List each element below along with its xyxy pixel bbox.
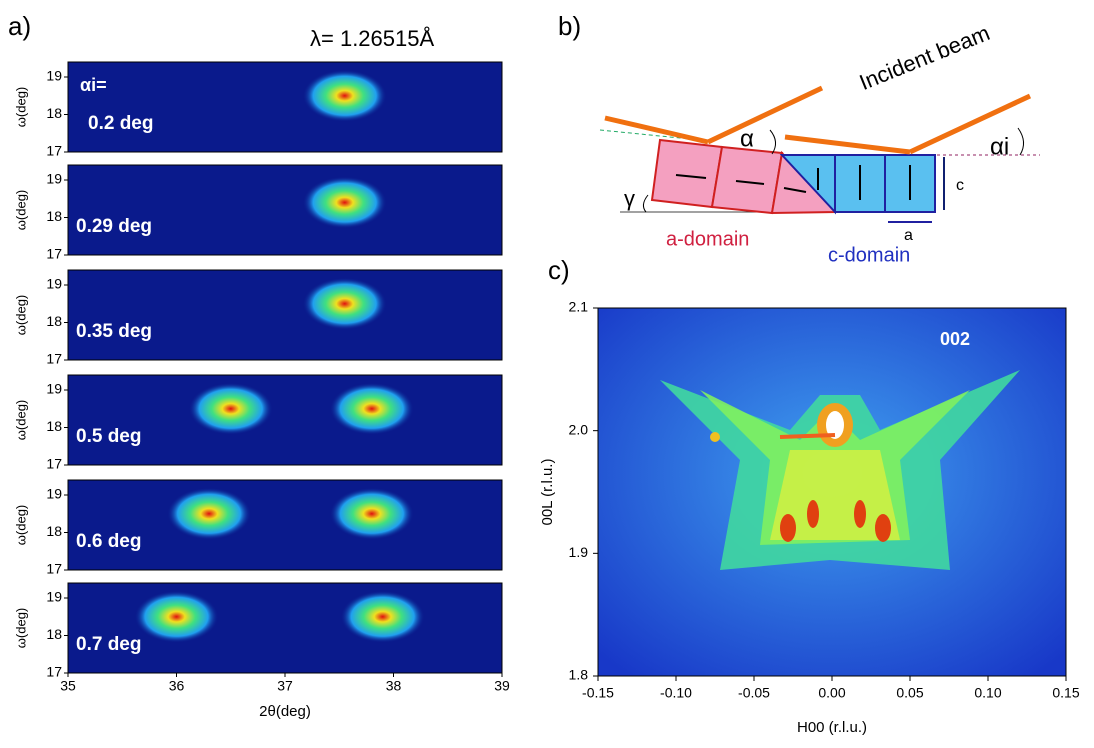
y-tick-label: 17 [46,246,62,262]
x-axis-label: 2θ(deg) [259,703,311,720]
a-domain-label: a-domain [666,228,749,250]
y-tick-label: 17 [46,456,62,472]
map-background [68,62,502,152]
y-tick-label: 18 [46,208,62,224]
beam-label: Incident beam [856,20,994,95]
y-axis-label: ω(deg) [13,505,28,546]
y-tick-label: 18 [46,418,62,434]
x-tick-label: 0.10 [974,685,1001,701]
x-tick-label: -0.15 [582,685,614,701]
scan-label: 0.35 deg [76,321,152,342]
y-tick-label: 1.9 [569,544,589,560]
x-axis-label: H00 (r.l.u.) [797,719,867,736]
x-tick-label: 35 [60,678,76,694]
map-background [68,165,502,255]
y-tick-label: 1.8 [569,667,589,683]
x-tick-label: 0.05 [896,685,923,701]
x-tick-label: 38 [386,678,402,694]
x-tick-label: 37 [277,678,293,694]
x-tick-label: -0.05 [738,685,770,701]
peak [303,177,387,229]
y-axis-label: ω(deg) [13,87,28,128]
map-background [68,480,502,570]
angle-label: αi= [80,75,107,95]
peak [189,383,273,435]
y-tick-label: 17 [46,143,62,159]
y-tick-label: 19 [46,68,62,84]
y-tick-label: 17 [46,351,62,367]
y-axis-label: ω(deg) [13,400,28,441]
map-background [68,375,502,465]
a-label: a [904,227,913,244]
peak [303,70,387,122]
y-tick-label: 2.0 [569,421,589,437]
y-tick-label: 18 [46,313,62,329]
domain-diagram [600,88,1040,222]
scan-label: 0.5 deg [76,426,141,447]
y-axis-label: ω(deg) [13,190,28,231]
y-axis-label: ω(deg) [13,295,28,336]
y-axis-label: 00L (r.l.u.) [539,459,556,526]
peak [135,591,219,643]
scan-label: 0.7 deg [76,634,141,655]
peak [341,591,425,643]
panel-label: b) [558,11,581,41]
wavelength: λ= 1.26515Å [310,26,434,51]
c-domain-label: c-domain [828,244,910,266]
reciprocal-map [598,308,1066,676]
peak [303,278,387,330]
y-tick-label: 18 [46,523,62,539]
y-tick-label: 18 [46,626,62,642]
peak [330,488,414,540]
panel-label: c) [548,255,570,285]
c-label: c [956,177,964,194]
x-tick-label: 39 [494,678,510,694]
scan-label: 0.2 deg [88,113,153,134]
peak [330,383,414,435]
peak [167,488,251,540]
y-tick-label: 19 [46,171,62,187]
gamma-label: γ [624,186,635,211]
x-tick-label: 0.00 [818,685,845,701]
y-tick-label: 18 [46,105,62,121]
y-tick-label: 19 [46,486,62,502]
y-tick-label: 17 [46,561,62,577]
scan-label: 0.6 deg [76,531,141,552]
scan-label: 0.29 deg [76,216,152,237]
map-background [68,270,502,360]
map-background [68,583,502,673]
y-tick-label: 19 [46,381,62,397]
x-tick-label: -0.10 [660,685,692,701]
y-tick-label: 2.1 [569,299,589,315]
x-tick-label: 0.15 [1052,685,1079,701]
y-tick-label: 19 [46,589,62,605]
y-tick-label: 19 [46,276,62,292]
figure: a) λ= 1.26515Å b) c) Incident beam α αi [0,0,1094,743]
alpha-i-label: αi [990,133,1009,160]
x-tick-label: 36 [169,678,185,694]
panel-label: a) [8,11,31,41]
reflection-label: 002 [940,329,970,349]
alpha-label: α [740,125,754,152]
y-axis-label: ω(deg) [13,608,28,649]
